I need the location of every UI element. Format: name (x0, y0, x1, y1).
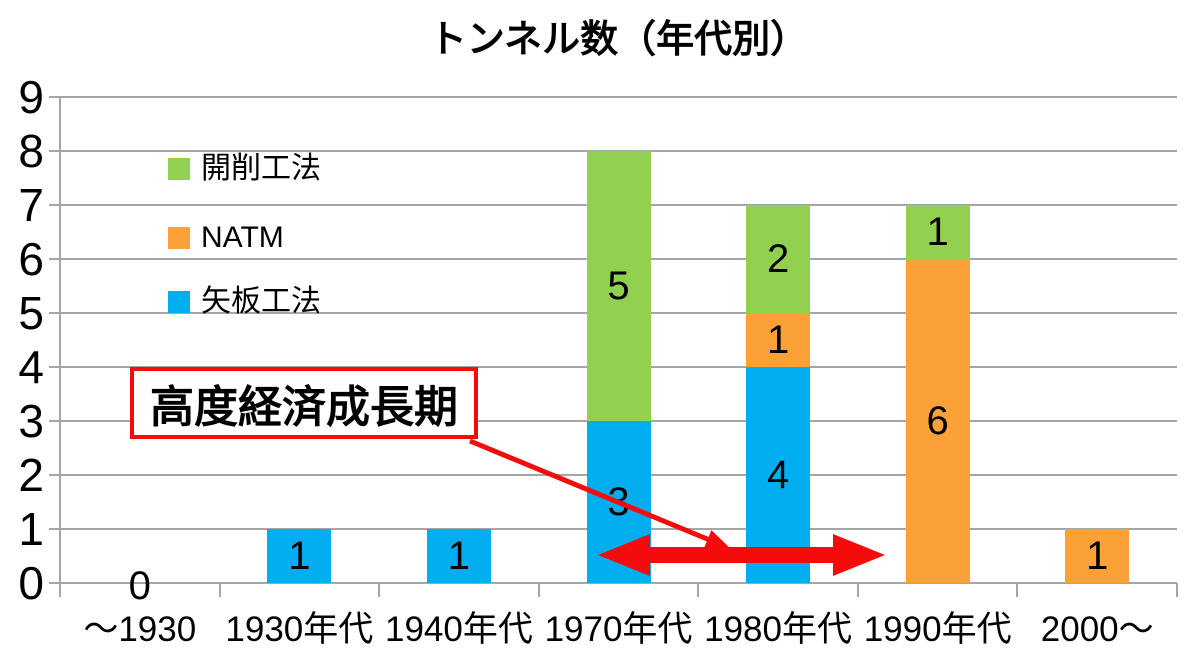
y-tick-label: 8 (18, 125, 44, 177)
x-axis-tick (697, 583, 700, 597)
bar-value-label-zero: 0 (128, 564, 151, 608)
x-category-label: 1990年代 (863, 610, 1012, 649)
y-tick-label: 7 (18, 179, 44, 231)
x-category-label: 1970年代 (544, 610, 693, 649)
y-axis-tick (49, 150, 60, 152)
legend-swatch-icon (168, 227, 190, 249)
y-tick-label: 5 (18, 287, 44, 339)
x-axis-tick (856, 583, 859, 597)
bar-segment (586, 151, 651, 421)
x-axis-tick (537, 583, 540, 597)
y-axis-tick (49, 474, 60, 476)
y-axis-tick (49, 96, 60, 98)
bar-value-label: 1 (926, 210, 949, 254)
annotation-box: 高度経済成長期 (130, 367, 478, 439)
y-axis-tick (49, 420, 60, 422)
x-category-label: 1980年代 (704, 610, 852, 649)
x-category-label: 1930年代 (225, 610, 374, 649)
bar-value-label: 3 (607, 480, 630, 524)
gridline (60, 582, 1177, 584)
legend-item: NATM (168, 222, 388, 254)
x-axis-tick (1176, 583, 1178, 597)
y-tick-label: 4 (18, 341, 44, 393)
legend-label: 開削工法 (201, 152, 321, 185)
bar-segment (267, 529, 332, 583)
bar-value-label: 1 (1086, 534, 1109, 578)
x-category-label: 2000～ (1040, 610, 1154, 649)
bar-value-label: 5 (607, 264, 630, 308)
legend-label: 矢板工法 (201, 285, 321, 318)
y-tick-label: 2 (18, 449, 44, 501)
x-axis-tick (218, 583, 221, 597)
legend-swatch-icon (168, 158, 190, 180)
bar-value-label: 1 (766, 318, 790, 362)
x-axis-tick (1016, 583, 1019, 597)
y-axis-tick (49, 258, 60, 260)
bar-segment (746, 313, 811, 367)
y-axis-line (59, 97, 61, 597)
chart-title: トンネル数（年代別） (428, 19, 809, 61)
y-axis-tick (49, 528, 60, 530)
legend-swatch-icon (168, 291, 190, 313)
y-tick-label: 3 (18, 395, 44, 447)
bar-value-label: 4 (766, 453, 790, 497)
y-axis-tick (49, 582, 60, 584)
y-tick-label: 1 (18, 503, 44, 555)
y-tick-label: 6 (18, 233, 44, 285)
x-category-label: 1940年代 (384, 610, 533, 649)
y-axis-tick (49, 312, 60, 314)
legend-label: NATM (201, 221, 284, 254)
y-tick-label: 9 (18, 71, 44, 123)
y-tick-label: 0 (18, 557, 44, 609)
bar-segment (905, 259, 970, 583)
gridline (60, 96, 1177, 98)
bar-segment (1065, 529, 1130, 583)
bar-segment (905, 205, 970, 259)
y-axis-tick (49, 366, 60, 368)
y-axis-tick (49, 204, 60, 206)
x-axis-tick (59, 583, 61, 597)
legend-item: 開削工法 (168, 153, 388, 185)
legend-item: 矢板工法 (168, 286, 388, 318)
x-category-label: ～1930 (83, 610, 197, 649)
bar-value-label: 1 (447, 534, 471, 578)
x-axis-tick (378, 583, 381, 597)
bar-segment (746, 205, 811, 313)
bar-value-label: 1 (288, 534, 311, 578)
bar-value-label: 2 (766, 237, 790, 281)
bar-value-label: 6 (926, 399, 949, 443)
